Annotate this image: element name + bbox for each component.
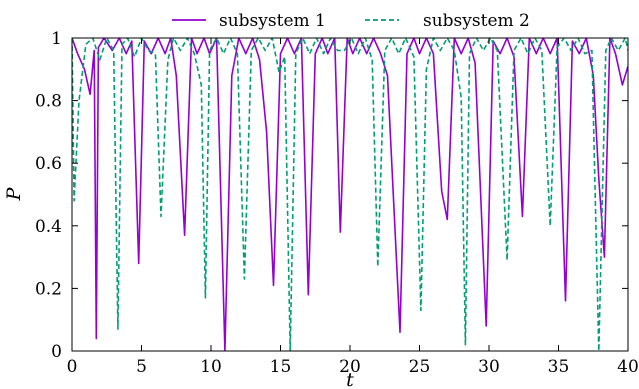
series-line-subsystem-2 bbox=[72, 38, 628, 351]
y-tick-label: 0.6 bbox=[35, 154, 62, 174]
x-tick-label: 0 bbox=[67, 357, 78, 377]
x-tick-label: 25 bbox=[409, 357, 431, 377]
y-tick-label: 0 bbox=[51, 342, 62, 362]
series-line-subsystem-1 bbox=[72, 38, 628, 351]
y-tick-label: 1 bbox=[51, 29, 62, 49]
legend-label-subsystem-2: subsystem 2 bbox=[423, 11, 530, 31]
x-tick-label: 35 bbox=[548, 357, 570, 377]
y-tick-label: 0.4 bbox=[35, 217, 62, 237]
x-tick-label: 15 bbox=[270, 357, 292, 377]
x-tick-label: 30 bbox=[478, 357, 500, 377]
y-axis-label: P bbox=[3, 186, 25, 201]
x-axis-label: t bbox=[346, 369, 354, 389]
y-tick-label: 0.2 bbox=[35, 279, 62, 299]
x-tick-label: 20 bbox=[339, 357, 361, 377]
x-tick-label: 5 bbox=[136, 357, 147, 377]
legend-label-subsystem-1: subsystem 1 bbox=[219, 11, 326, 31]
series-layer bbox=[72, 38, 628, 351]
plot-frame bbox=[71, 37, 629, 352]
legend: subsystem 1 subsystem 2 bbox=[172, 11, 530, 31]
y-tick-label: 0.8 bbox=[35, 92, 62, 112]
x-tick-label: 10 bbox=[200, 357, 222, 377]
x-tick-label: 40 bbox=[617, 357, 639, 377]
ticks-layer: 0 5 10 15 20 25 30 35 40 0 0.2 0.4 0.6 0.8 1 bbox=[35, 29, 639, 377]
